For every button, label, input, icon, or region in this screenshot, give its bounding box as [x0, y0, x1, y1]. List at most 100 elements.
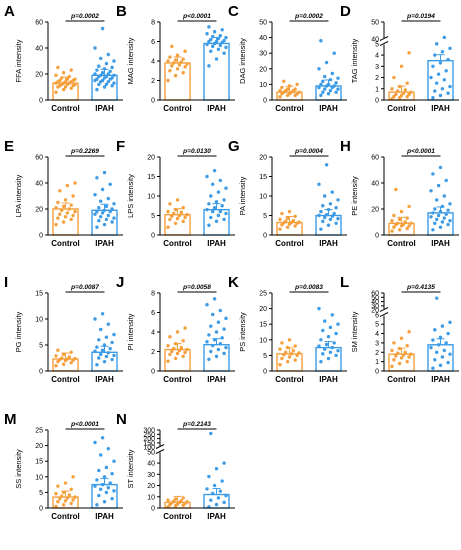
data-point-control: [394, 354, 398, 358]
y-tick-label: 5: [39, 490, 43, 497]
data-point-ipah: [106, 80, 110, 84]
axis-break-mark: [379, 36, 389, 41]
y-tick-label: 40: [35, 181, 43, 188]
data-point-control: [392, 225, 396, 229]
data-point-ipah: [104, 61, 109, 66]
data-point-control: [54, 90, 58, 94]
data-point-ipah: [218, 489, 222, 493]
data-point-control: [179, 498, 183, 503]
panel-letter: I: [4, 274, 8, 291]
data-point-ipah: [431, 338, 435, 342]
y-tick-label: 40: [35, 46, 43, 53]
data-point-ipah: [446, 57, 450, 62]
panel-letter: A: [4, 3, 15, 20]
data-point-ipah: [216, 320, 221, 324]
data-point-control: [173, 58, 178, 62]
data-point-ipah: [218, 33, 222, 38]
data-point-ipah: [222, 500, 226, 505]
data-point-ipah: [448, 84, 452, 89]
y-tick-label: 40: [371, 181, 379, 188]
data-point-control: [289, 352, 294, 356]
data-point-control: [56, 65, 60, 70]
data-point-ipah: [104, 82, 109, 87]
data-point-ipah: [332, 84, 336, 88]
data-point-ipah: [95, 503, 99, 507]
y-tick-label: 4: [375, 53, 379, 60]
data-point-control: [397, 228, 402, 232]
data-point-control: [390, 364, 394, 369]
data-point-control: [284, 350, 288, 354]
data-point-ipah: [431, 366, 435, 370]
data-point-ipah: [323, 87, 327, 91]
p-value-label: p=0.2143: [182, 421, 211, 428]
y-tick-label: 40: [371, 299, 379, 306]
data-point-control: [168, 55, 172, 59]
data-point-ipah: [108, 209, 112, 214]
data-point-ipah: [209, 349, 213, 354]
data-point-ipah: [222, 38, 226, 43]
data-point-control: [392, 213, 396, 218]
data-point-ipah: [330, 71, 334, 76]
data-point-ipah: [214, 39, 219, 44]
data-point-ipah: [108, 69, 112, 74]
y-tick-label: 30: [147, 472, 155, 479]
data-point-ipah: [433, 53, 437, 57]
data-point-ipah: [440, 324, 445, 328]
data-point-control: [168, 335, 172, 339]
data-point-ipah: [323, 74, 327, 79]
y-axis-label: ST intensity: [126, 449, 135, 488]
data-point-control: [166, 209, 170, 214]
data-point-ipah: [102, 170, 107, 175]
data-point-ipah: [334, 353, 338, 358]
data-point-control: [56, 348, 60, 352]
data-point-ipah: [431, 228, 435, 232]
data-point-control: [54, 491, 58, 496]
data-point-control: [394, 92, 398, 97]
data-point-control: [181, 496, 185, 500]
data-point-control: [390, 219, 394, 223]
data-point-ipah: [317, 213, 321, 218]
data-point-ipah: [216, 190, 221, 194]
data-point-ipah: [323, 319, 327, 323]
x-tick-label-ipah: IPAH: [431, 239, 450, 248]
y-tick-label: 4: [151, 59, 155, 66]
data-point-ipah: [211, 343, 215, 348]
data-point-ipah: [95, 225, 99, 229]
y-axis-label: LPA intensity: [14, 174, 23, 217]
y-tick-label: 15: [147, 174, 155, 181]
data-point-ipah: [112, 216, 116, 220]
data-point-control: [401, 353, 406, 357]
data-point-control: [177, 348, 182, 353]
data-point-ipah: [102, 222, 107, 227]
y-tick-label: 20: [147, 155, 155, 162]
data-point-ipah: [323, 347, 327, 351]
y-tick-label: 40: [147, 461, 155, 468]
data-point-ipah: [211, 44, 215, 49]
y-tick-label: 50: [259, 20, 267, 27]
p-value-label: p=0.0194: [406, 13, 435, 20]
data-point-control: [407, 224, 411, 228]
data-point-control: [170, 214, 174, 218]
data-point-control: [175, 198, 180, 202]
data-point-control: [173, 356, 178, 361]
data-point-control: [181, 219, 185, 224]
data-point-control: [61, 503, 66, 507]
panel-f: F 0 5 10 15 20 LPS intensity Control IPAH p=0.013…: [116, 138, 235, 248]
data-point-ipah: [106, 322, 110, 326]
x-tick-label-control: Control: [275, 104, 303, 113]
data-point-ipah: [112, 59, 116, 63]
data-point-ipah: [112, 332, 116, 337]
data-point-ipah: [218, 209, 222, 214]
data-point-control: [181, 71, 185, 75]
data-point-ipah: [319, 82, 323, 87]
y-axis-label: MAG intensity: [126, 37, 135, 84]
data-point-ipah: [444, 212, 448, 216]
data-point-ipah: [100, 26, 105, 31]
data-point-ipah: [438, 93, 443, 98]
y-tick-label: 0: [39, 369, 43, 376]
data-point-ipah: [95, 363, 99, 367]
y-tick-label: 15: [35, 291, 43, 298]
p-value-label: p=0.0087: [70, 284, 99, 291]
y-axis-label: PG intensity: [14, 312, 23, 353]
y-tick-label: 0: [263, 98, 267, 105]
